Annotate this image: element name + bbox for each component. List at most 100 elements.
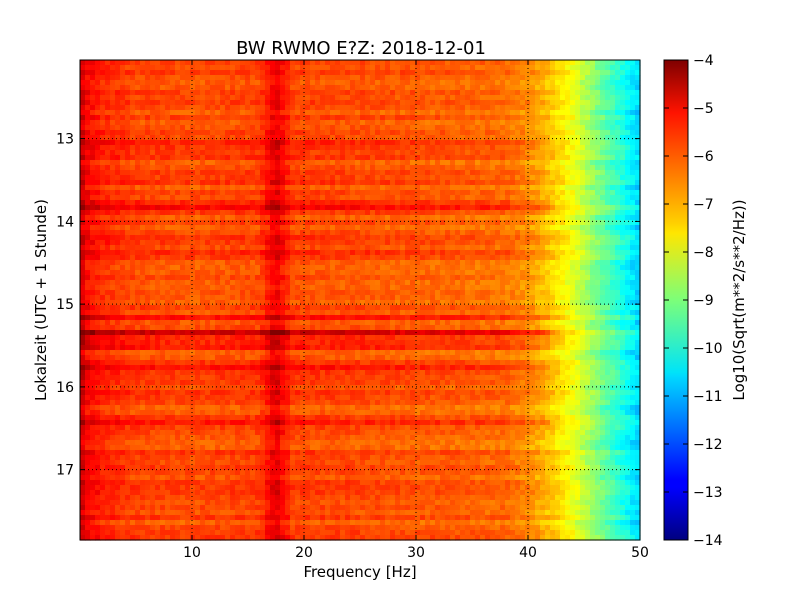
heatmap-cell <box>505 230 511 236</box>
heatmap-cell <box>180 215 186 221</box>
heatmap-cell <box>370 210 376 216</box>
heatmap-cell <box>280 170 286 176</box>
heatmap-cell <box>320 265 326 271</box>
heatmap-cell <box>445 65 451 71</box>
heatmap-cell <box>250 135 256 141</box>
heatmap-cell <box>160 80 166 86</box>
heatmap-cell <box>120 135 126 141</box>
heatmap-cell <box>145 275 151 281</box>
heatmap-cell <box>240 110 246 116</box>
heatmap-cell <box>610 85 616 91</box>
heatmap-cell <box>205 115 211 121</box>
heatmap-cell <box>560 130 566 136</box>
heatmap-cell <box>265 150 271 156</box>
heatmap-cell <box>500 135 506 141</box>
heatmap-cell <box>300 180 306 186</box>
heatmap-cell <box>145 155 151 161</box>
heatmap-cell <box>505 180 511 186</box>
heatmap-cell <box>210 170 216 176</box>
heatmap-cell <box>400 75 406 81</box>
heatmap-cell <box>315 70 321 76</box>
heatmap-cell <box>220 145 226 151</box>
heatmap-cell <box>180 120 186 126</box>
heatmap-cell <box>375 170 381 176</box>
heatmap-cell <box>150 210 156 216</box>
heatmap-cell <box>605 175 611 181</box>
heatmap-cell <box>470 80 476 86</box>
heatmap-cell <box>95 140 101 146</box>
heatmap-cell <box>625 185 631 191</box>
heatmap-cell <box>210 70 216 76</box>
heatmap-cell <box>415 120 421 126</box>
heatmap-cell <box>435 260 441 266</box>
heatmap-cell <box>555 190 561 196</box>
heatmap-cell <box>260 275 266 281</box>
heatmap-cell <box>365 165 371 171</box>
heatmap-cell <box>80 250 86 256</box>
heatmap-cell <box>255 80 261 86</box>
heatmap-cell <box>325 70 331 76</box>
heatmap-cell <box>465 210 471 216</box>
heatmap-cell <box>180 95 186 101</box>
heatmap-cell <box>515 180 521 186</box>
heatmap-cell <box>420 125 426 131</box>
heatmap-cell <box>240 270 246 276</box>
heatmap-cell <box>230 280 236 286</box>
heatmap-cell <box>595 210 601 216</box>
heatmap-cell <box>485 240 491 246</box>
heatmap-cell <box>260 100 266 106</box>
heatmap-cell <box>570 190 576 196</box>
heatmap-cell <box>530 65 536 71</box>
heatmap-cell <box>270 90 276 96</box>
heatmap-cell <box>585 265 591 271</box>
heatmap-cell <box>205 135 211 141</box>
heatmap-cell <box>155 75 161 81</box>
heatmap-cell <box>245 260 251 266</box>
heatmap-cell <box>245 130 251 136</box>
heatmap-cell <box>245 75 251 81</box>
heatmap-cell <box>215 275 221 281</box>
heatmap-cell <box>235 110 241 116</box>
heatmap-cell <box>480 95 486 101</box>
heatmap-cell <box>415 205 421 211</box>
heatmap-cell <box>470 205 476 211</box>
heatmap-cell <box>525 140 531 146</box>
heatmap-cell <box>515 120 521 126</box>
heatmap-cell <box>600 180 606 186</box>
heatmap-cell <box>120 150 126 156</box>
heatmap-cell <box>490 85 496 91</box>
heatmap-cell <box>505 260 511 266</box>
heatmap-cell <box>300 130 306 136</box>
heatmap-cell <box>510 265 516 271</box>
heatmap-cell <box>315 235 321 241</box>
heatmap-cell <box>400 190 406 196</box>
heatmap-cell <box>280 165 286 171</box>
heatmap-cell <box>355 150 361 156</box>
heatmap-cell <box>635 110 641 116</box>
heatmap-cell <box>570 140 576 146</box>
heatmap-cell <box>415 245 421 251</box>
heatmap-cell <box>105 80 111 86</box>
heatmap-cell <box>130 125 136 131</box>
heatmap-cell <box>335 160 341 166</box>
heatmap-cell <box>85 85 91 91</box>
heatmap-cell <box>315 145 321 151</box>
heatmap-cell <box>455 90 461 96</box>
heatmap-cell <box>380 155 386 161</box>
heatmap-cell <box>540 255 546 261</box>
heatmap-cell <box>185 220 191 226</box>
heatmap-cell <box>260 70 266 76</box>
heatmap-cell <box>620 210 626 216</box>
heatmap-cell <box>190 60 196 66</box>
heatmap-cell <box>450 235 456 241</box>
heatmap-cell <box>370 60 376 66</box>
heatmap-cell <box>180 180 186 186</box>
heatmap-cell <box>580 70 586 76</box>
heatmap-cell <box>125 250 131 256</box>
heatmap-cell <box>560 195 566 201</box>
heatmap-cell <box>520 80 526 86</box>
heatmap-cell <box>210 115 216 121</box>
heatmap-cell <box>615 165 621 171</box>
heatmap-cell <box>260 65 266 71</box>
heatmap-cell <box>590 110 596 116</box>
